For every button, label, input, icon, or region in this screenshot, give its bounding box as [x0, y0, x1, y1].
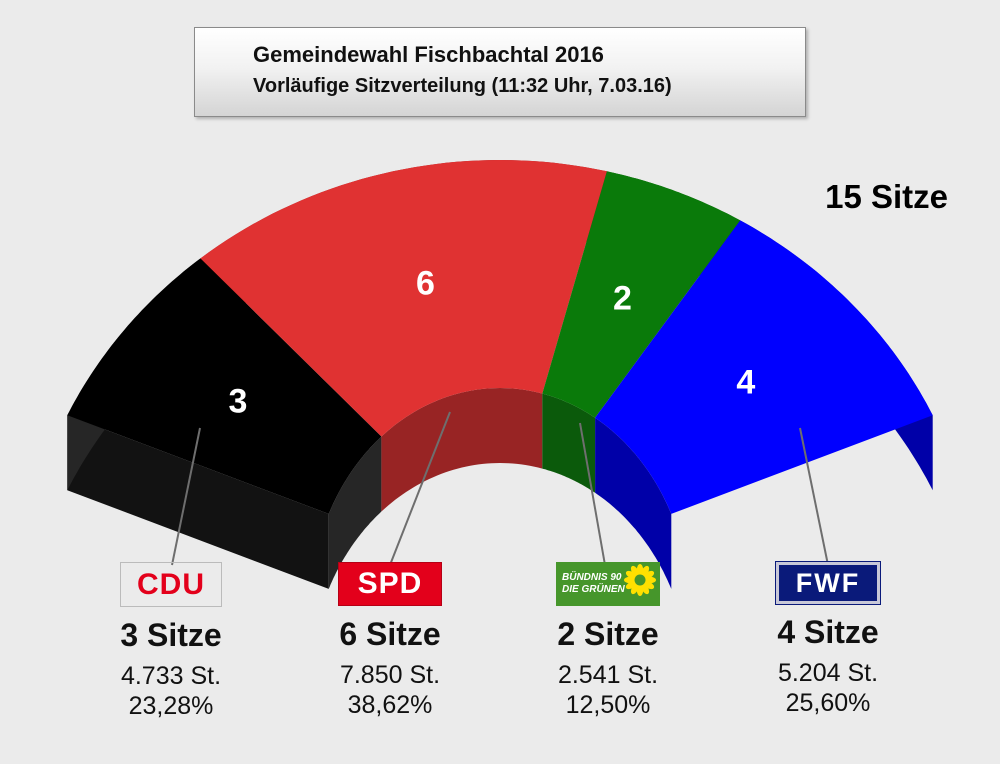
fwf-seat-segment — [595, 220, 933, 514]
cdu-seat-count-label: 3 — [228, 383, 247, 421]
gruene-inner-side — [542, 393, 596, 493]
spd-votes: 7.850 St. — [339, 661, 441, 689]
cdu-logo: CDU — [120, 562, 222, 607]
cdu-leader-line — [171, 427, 201, 566]
party-column-spd: SPD 6 Sitze 7.850 St. 38,62% — [280, 562, 500, 720]
fwf-leader-line — [799, 427, 829, 566]
party-column-fwf: FWF 4 Sitze 5.204 St. 25,60% — [718, 561, 938, 718]
spd-logo-text: SPD — [357, 567, 423, 600]
spd-logo: SPD — [338, 562, 442, 606]
cdu-votes: 4.733 St. — [120, 662, 222, 690]
gruene-leader-line — [579, 422, 606, 566]
gruene-logo-line2: DIE GRÜNEN — [562, 584, 625, 595]
party-column-gruene: BÜNDNIS 90 DIE GRÜNEN — [498, 562, 718, 720]
gruene-seat-segment — [542, 171, 741, 418]
cdu-seat-segment — [67, 258, 382, 514]
gruene-logo-line1: BÜNDNIS 90 — [562, 572, 622, 583]
left-end-face — [67, 415, 329, 589]
cdu-percent: 23,28% — [128, 692, 214, 720]
fwf-inner-side — [595, 417, 672, 589]
chart-subtitle: Vorläufige Sitzverteilung (11:32 Uhr, 7.… — [253, 75, 672, 97]
cdu-seats: 3 Sitze — [120, 617, 222, 653]
fwf-logo-text: FWF — [795, 567, 861, 598]
title-box: Gemeindewahl Fischbachtal 2016 Vorläufig… — [194, 27, 806, 117]
gruene-seats: 2 Sitze — [557, 616, 659, 652]
party-column-cdu: CDU 3 Sitze 4.733 St. 23,28% — [61, 562, 281, 721]
gruene-votes: 2.541 St. — [557, 661, 659, 689]
fwf-votes: 5.204 St. — [777, 659, 879, 687]
fwf-seat-count-label: 4 — [736, 364, 755, 402]
gruene-seat-count-label: 2 — [613, 279, 632, 317]
spd-leader-line — [389, 411, 451, 566]
gruene-percent: 12,50% — [565, 691, 651, 719]
fwf-percent: 25,60% — [785, 689, 871, 717]
spd-seats: 6 Sitze — [339, 616, 441, 652]
gruene-logo: BÜNDNIS 90 DIE GRÜNEN — [556, 562, 660, 606]
spd-inner-side — [381, 388, 543, 512]
total-seats-label: 15 Sitze — [825, 178, 948, 215]
cdu-inner-side — [328, 436, 382, 589]
chart-title: Gemeindewahl Fischbachtal 2016 — [253, 42, 604, 67]
spd-seat-count-label: 6 — [416, 264, 435, 302]
fwf-seats: 4 Sitze — [777, 614, 879, 650]
spd-seat-segment — [200, 160, 607, 437]
cdu-logo-text: CDU — [137, 567, 205, 601]
spd-percent: 38,62% — [347, 691, 433, 719]
sunflower-icon — [624, 564, 656, 596]
fwf-logo: FWF — [775, 561, 881, 605]
